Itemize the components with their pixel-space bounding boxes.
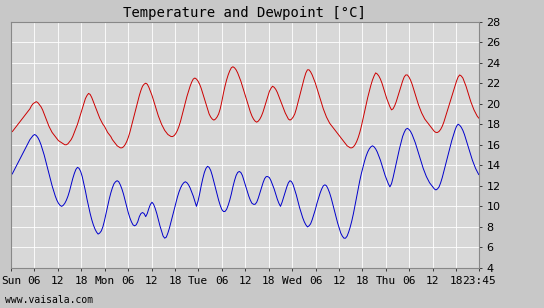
- Title: Temperature and Dewpoint [°C]: Temperature and Dewpoint [°C]: [123, 6, 366, 20]
- Text: www.vaisala.com: www.vaisala.com: [5, 295, 94, 305]
